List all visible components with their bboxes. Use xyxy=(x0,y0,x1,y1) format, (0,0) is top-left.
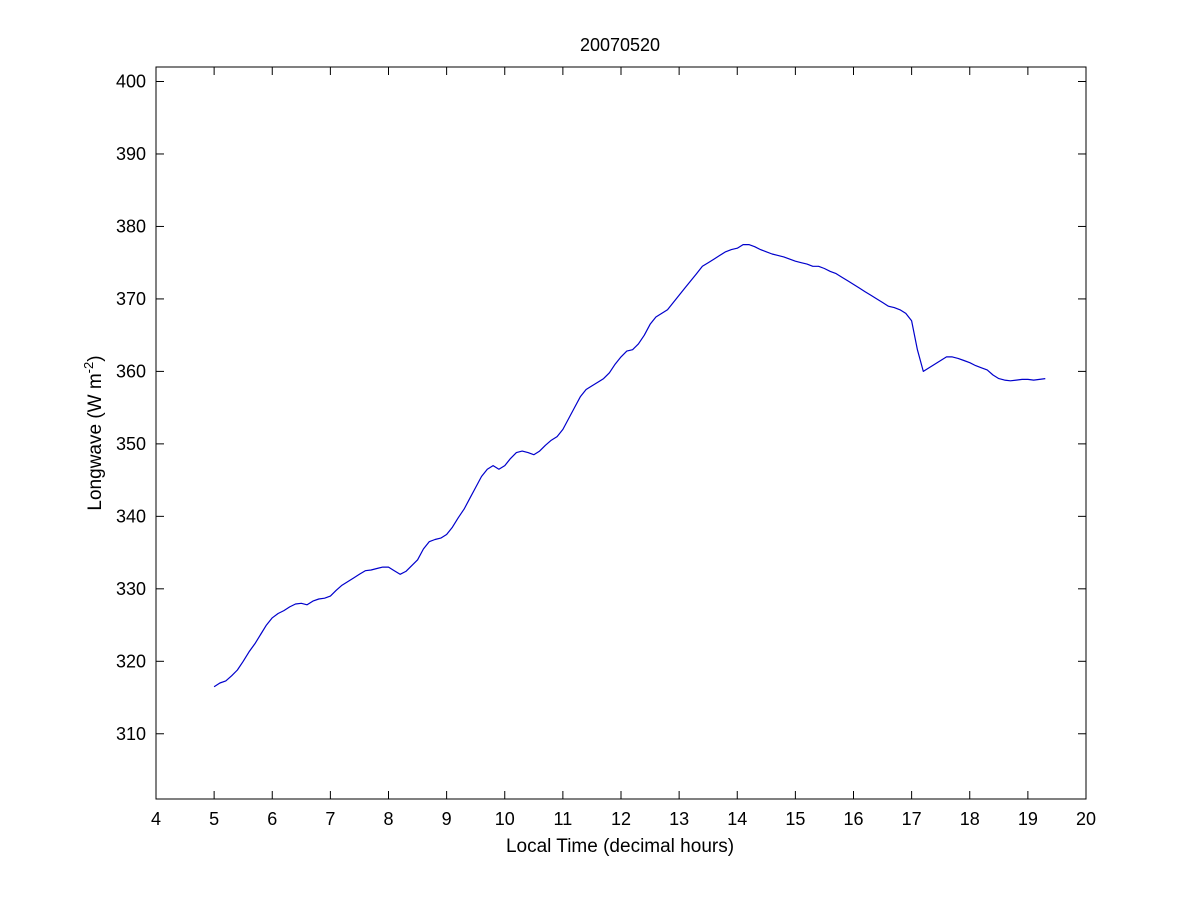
x-tick-label-14: 14 xyxy=(727,809,747,829)
x-tick-label-4: 4 xyxy=(151,809,161,829)
x-tick-label-10: 10 xyxy=(495,809,515,829)
series-line-0 xyxy=(213,244,1046,688)
y-axis-label: Longwave (W m-2) xyxy=(81,355,106,510)
x-tick-label-5: 5 xyxy=(209,809,219,829)
y-tick-label-340: 340 xyxy=(116,506,146,526)
y-tick-label-400: 400 xyxy=(116,71,146,91)
chart-title: 20070520 xyxy=(580,35,660,55)
y-tick-label-320: 320 xyxy=(116,651,146,671)
x-tick-label-17: 17 xyxy=(902,809,922,829)
y-tick-label-310: 310 xyxy=(116,724,146,744)
x-tick-label-13: 13 xyxy=(669,809,689,829)
y-axis-label-close: ) xyxy=(85,355,106,361)
y-tick-label-370: 370 xyxy=(116,289,146,309)
x-tick-label-11: 11 xyxy=(554,809,573,829)
x-axis-label: Local Time (decimal hours) xyxy=(506,836,734,857)
x-tick-label-12: 12 xyxy=(611,809,631,829)
y-tick-label-360: 360 xyxy=(116,361,146,381)
y-tick-label-380: 380 xyxy=(116,216,146,236)
y-tick-label-350: 350 xyxy=(116,434,146,454)
y-tick-label-330: 330 xyxy=(116,579,146,599)
x-tick-label-18: 18 xyxy=(960,809,980,829)
x-tick-label-9: 9 xyxy=(442,809,452,829)
y-axis-label-main: Longwave (W m xyxy=(85,373,106,510)
y-axis-label-superscript: -2 xyxy=(81,362,96,374)
x-tick-label-15: 15 xyxy=(785,809,805,829)
x-tick-label-8: 8 xyxy=(383,809,393,829)
y-tick-label-390: 390 xyxy=(116,144,146,164)
x-tick-label-20: 20 xyxy=(1076,809,1096,829)
x-tick-label-7: 7 xyxy=(325,809,335,829)
x-tick-label-16: 16 xyxy=(843,809,863,829)
plot-area: 4 5 6 7 8 9 10 11 12 13 14 15 16 17 18 19 20 310 320 330 340… xyxy=(116,66,1096,829)
x-tick-label-19: 19 xyxy=(1018,809,1038,829)
x-tick-label-6: 6 xyxy=(267,809,277,829)
